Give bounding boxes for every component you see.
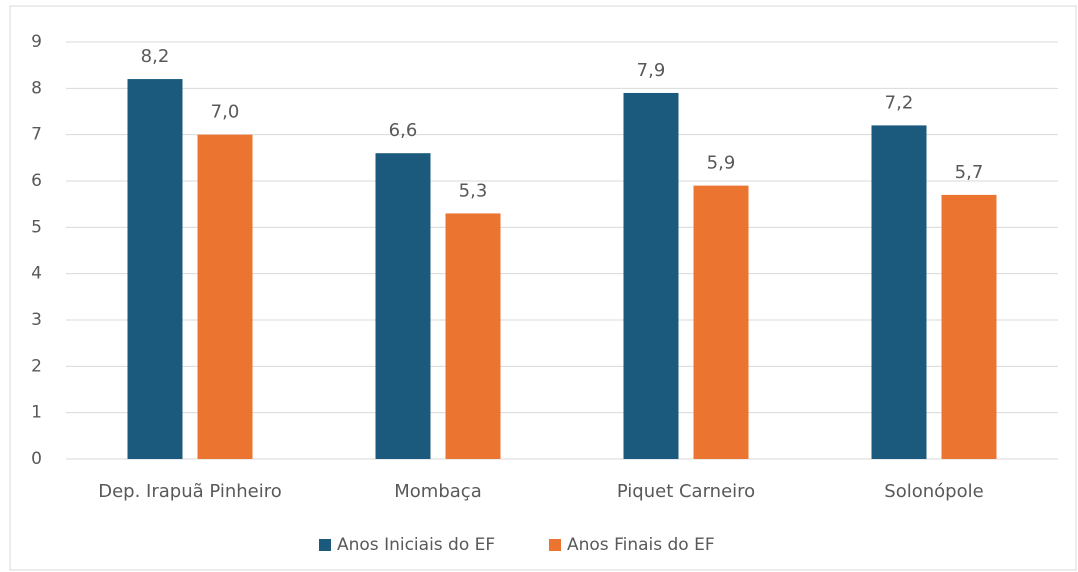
legend-label: Anos Finais do EF [567, 535, 715, 555]
x-tick-label: Piquet Carneiro [617, 481, 755, 502]
bar [941, 194, 997, 459]
y-tick-label: 6 [31, 171, 42, 191]
value-label: 8,2 [141, 46, 170, 67]
bar [127, 79, 183, 460]
value-label: 7,0 [211, 102, 240, 123]
y-tick-label: 9 [31, 32, 42, 52]
y-tick-label: 2 [31, 356, 42, 376]
legend-swatch [319, 539, 331, 551]
y-tick-label: 8 [31, 78, 42, 98]
bar [445, 213, 501, 459]
value-label: 5,3 [459, 180, 488, 201]
legend-swatch [549, 539, 561, 551]
y-tick-label: 5 [31, 217, 42, 237]
x-tick-label: Mombaça [394, 481, 481, 502]
x-tick-label: Solonópole [884, 481, 983, 502]
y-tick-label: 3 [31, 310, 42, 330]
legend-label: Anos Iniciais do EF [337, 535, 495, 555]
value-label: 7,9 [637, 60, 666, 81]
y-tick-label: 0 [31, 449, 42, 469]
bar [197, 134, 253, 459]
y-tick-label: 7 [31, 125, 42, 145]
bar [693, 185, 749, 459]
value-label: 6,6 [389, 120, 418, 141]
x-tick-label: Dep. Irapuã Pinheiro [98, 481, 282, 502]
bar [375, 153, 431, 459]
bar [623, 92, 679, 459]
chart-frame [9, 5, 1077, 571]
value-label: 5,9 [707, 153, 736, 174]
y-tick-label: 4 [31, 264, 42, 284]
y-tick-label: 1 [31, 403, 42, 423]
bar [871, 125, 927, 460]
value-label: 7,2 [885, 92, 914, 113]
value-label: 5,7 [955, 162, 984, 183]
